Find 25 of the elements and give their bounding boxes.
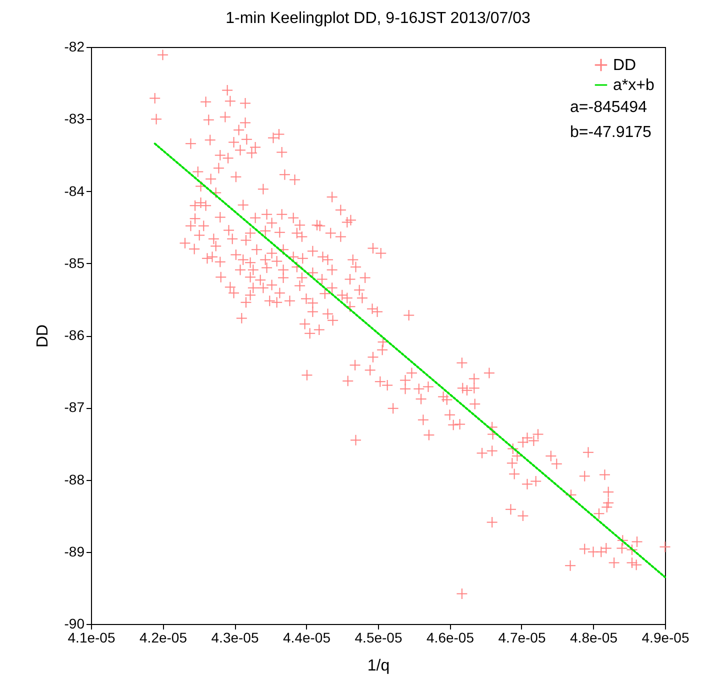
x-tick-label: 4.1e-05 xyxy=(68,630,116,646)
x-tick-label: 4.3e-05 xyxy=(211,630,259,646)
y-tick-label: -88 xyxy=(64,471,85,488)
annotation: a=-845494 xyxy=(570,99,648,116)
x-tick-label: 4.5e-05 xyxy=(354,630,402,646)
y-tick-label: -90 xyxy=(64,616,85,632)
y-axis-title: DD xyxy=(34,324,52,348)
legend-label: DD xyxy=(613,57,636,74)
y-tick-label: -85 xyxy=(64,254,85,271)
x-tick-label: 4.2e-05 xyxy=(140,630,188,646)
annotation: b=-47.9175 xyxy=(570,124,652,141)
chart-title: 1-min Keelingplot DD, 9-16JST 2013/07/03 xyxy=(226,10,530,27)
y-tick-label: -82 xyxy=(64,38,85,54)
x-axis-title: 1/q xyxy=(367,658,390,674)
y-tick-label: -84 xyxy=(64,182,85,199)
x-tick-label: 4.8e-05 xyxy=(570,630,618,646)
y-tick-label: -87 xyxy=(64,399,85,416)
x-tick-label: 4.4e-05 xyxy=(283,630,331,646)
y-tick-label: -89 xyxy=(64,543,85,560)
x-tick-label: 4.9e-05 xyxy=(642,630,690,646)
y-tick-label: -83 xyxy=(64,110,85,127)
x-tick-label: 4.7e-05 xyxy=(498,630,546,646)
legend-label: a*x+b xyxy=(613,77,654,94)
y-tick-label: -86 xyxy=(64,327,85,343)
x-tick-label: 4.6e-05 xyxy=(426,630,474,646)
